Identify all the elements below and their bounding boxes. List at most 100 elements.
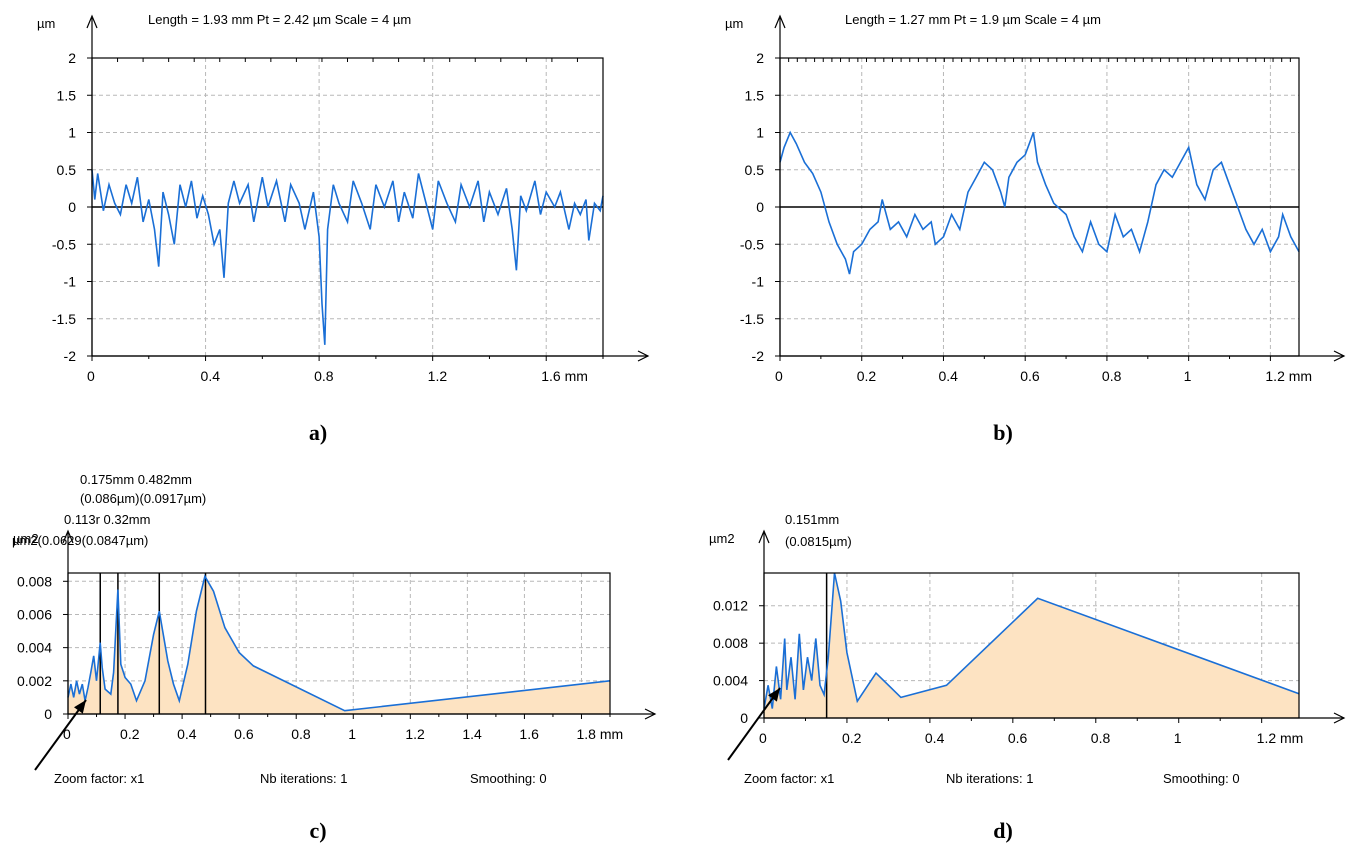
peak-annotation: 0.175mm 0.482mm [80, 472, 192, 487]
footer-iterations: Nb iterations: 1 [260, 771, 347, 786]
x-axis-arrow [1333, 350, 1346, 362]
chart-b: 0 0.2 0.4 0.6 0.8 1 1.2 mm 2 1.5 1 0.5 0 -0.5 -1 -1.5 -… [725, 12, 1346, 445]
x-tick-label: 1.6 mm [541, 368, 588, 384]
y-axis-arrow [774, 14, 786, 29]
x-tick-label: 0.8 [314, 368, 334, 384]
profile-header: Length = 1.93 mm Pt = 2.42 µm Scale = 4 … [148, 12, 411, 27]
series-line [67, 574, 611, 712]
x-tick-label: 1 [1184, 368, 1192, 384]
panel-caption: b) [993, 420, 1013, 445]
x-tick-label: 0.6 [234, 726, 254, 742]
peak-annotation: (0.086µm)(0.0917µm) [80, 491, 206, 506]
peak-annotation: µm2(0.0629(0.0847µm) [12, 533, 148, 548]
x-tick-label: 1.2 [405, 726, 425, 742]
x-tick-label: 1.8 mm [576, 726, 623, 742]
y-tick-label: -1 [64, 274, 77, 290]
series-line [763, 572, 1300, 709]
y-tick-label: -1.5 [740, 311, 764, 327]
panel-caption: a) [309, 420, 327, 445]
y-tick-label: -2 [752, 348, 765, 364]
x-tick-label: 1.4 [462, 726, 482, 742]
y-tick-label: 0.006 [17, 606, 52, 622]
y-unit-label: µm [37, 16, 55, 31]
footer-zoom: Zoom factor: x1 [54, 771, 144, 786]
x-tick-label: 0.6 [1020, 368, 1040, 384]
y-tick-label: 0 [68, 199, 76, 215]
y-unit-label: µm [725, 16, 743, 31]
pointer-arrow-head [768, 688, 780, 702]
footer-smoothing: Smoothing: 0 [1163, 771, 1240, 786]
series-area-fill [68, 576, 610, 714]
x-tick-label: 0 [63, 726, 71, 742]
y-axis-arrow [758, 529, 770, 544]
x-tick-label: 1.2 mm [1257, 730, 1304, 746]
y-axis-arrow [86, 14, 98, 29]
y-tick-label: 1 [756, 125, 764, 141]
y-tick-label: 0 [740, 710, 748, 726]
peak-annotation: 0.151mm [785, 512, 839, 527]
y-tick-label: 1.5 [745, 87, 765, 103]
series-line [779, 130, 1300, 275]
x-tick-label: 1.2 [428, 368, 448, 384]
x-tick-label: 0 [775, 368, 783, 384]
chart-d: 0 0.2 0.4 0.6 0.8 1 1.2 mm 0.012 0.008 0.004 0 µm2 0… [709, 512, 1346, 843]
y-tick-label: -1.5 [52, 311, 76, 327]
y-unit-label: µm2 [709, 531, 735, 546]
profile-header: Length = 1.27 mm Pt = 1.9 µm Scale = 4 µ… [845, 12, 1101, 27]
y-tick-label: -0.5 [740, 236, 764, 252]
y-tick-label: 0.004 [17, 640, 52, 656]
y-tick-label: 0 [756, 199, 764, 215]
footer-iterations: Nb iterations: 1 [946, 771, 1033, 786]
y-axis-arrow [62, 529, 74, 544]
pointer-arrow [34, 699, 87, 771]
x-tick-label: 0.2 [120, 726, 140, 742]
y-tick-label: 0.008 [17, 573, 52, 589]
series-area-fill [764, 573, 1299, 718]
panel-caption: c) [309, 818, 326, 843]
y-tick-label: 0.004 [713, 673, 748, 689]
x-axis-arrow [1333, 712, 1346, 724]
x-tick-label: 0 [87, 368, 95, 384]
y-tick-label: 1 [68, 125, 76, 141]
x-tick-label: 0.4 [201, 368, 221, 384]
x-tick-label: 1 [348, 726, 356, 742]
peak-annotation: (0.0815µm) [785, 534, 852, 549]
footer-smoothing: Smoothing: 0 [470, 771, 547, 786]
x-tick-label: 1.2 mm [1265, 368, 1312, 384]
y-tick-label: 2 [756, 50, 764, 66]
y-tick-label: -1 [752, 274, 765, 290]
y-tick-label: 0.5 [57, 162, 77, 178]
y-tick-label: 1.5 [57, 87, 77, 103]
y-tick-label: 0.002 [17, 673, 52, 689]
y-tick-label: 2 [68, 50, 76, 66]
x-axis-arrow [637, 350, 650, 362]
chart-c: 0 0.2 0.4 0.6 0.8 1 1.2 1.4 1.6 1.8 mm 0.008 0.006 0… [12, 472, 657, 843]
pointer-arrow-head [74, 700, 86, 714]
y-tick-label: 0.5 [745, 162, 765, 178]
x-tick-label: 0 [759, 730, 767, 746]
y-tick-label: -2 [64, 348, 77, 364]
pointer-arrow [727, 687, 781, 761]
x-tick-label: 0.8 [291, 726, 311, 742]
x-tick-label: 1 [1174, 730, 1182, 746]
x-tick-label: 0.6 [1008, 730, 1028, 746]
x-tick-label: 0.2 [857, 368, 877, 384]
y-tick-label: 0.008 [713, 635, 748, 651]
panel-caption: d) [993, 818, 1013, 843]
x-tick-label: 0.4 [925, 730, 945, 746]
x-tick-label: 1.6 [519, 726, 539, 742]
peak-annotation: 0.113r 0.32mm [64, 512, 150, 527]
chart-a: 0 0.4 0.8 1.2 1.6 mm 2 1.5 1 0.5 0 -0.5 -1 -1.5 -2 µm L… [37, 12, 650, 445]
y-tick-label: 0.012 [713, 598, 748, 614]
y-tick-label: 0 [44, 706, 52, 722]
x-tick-label: 0.8 [1091, 730, 1111, 746]
y-unit-label: µm2 [13, 531, 39, 546]
x-axis-arrow [644, 708, 657, 720]
series-line [91, 169, 604, 345]
y-tick-label: -0.5 [52, 236, 76, 252]
x-tick-label: 0.8 [1102, 368, 1122, 384]
x-tick-label: 0.2 [842, 730, 862, 746]
x-tick-label: 0.4 [938, 368, 958, 384]
x-tick-label: 0.4 [177, 726, 197, 742]
